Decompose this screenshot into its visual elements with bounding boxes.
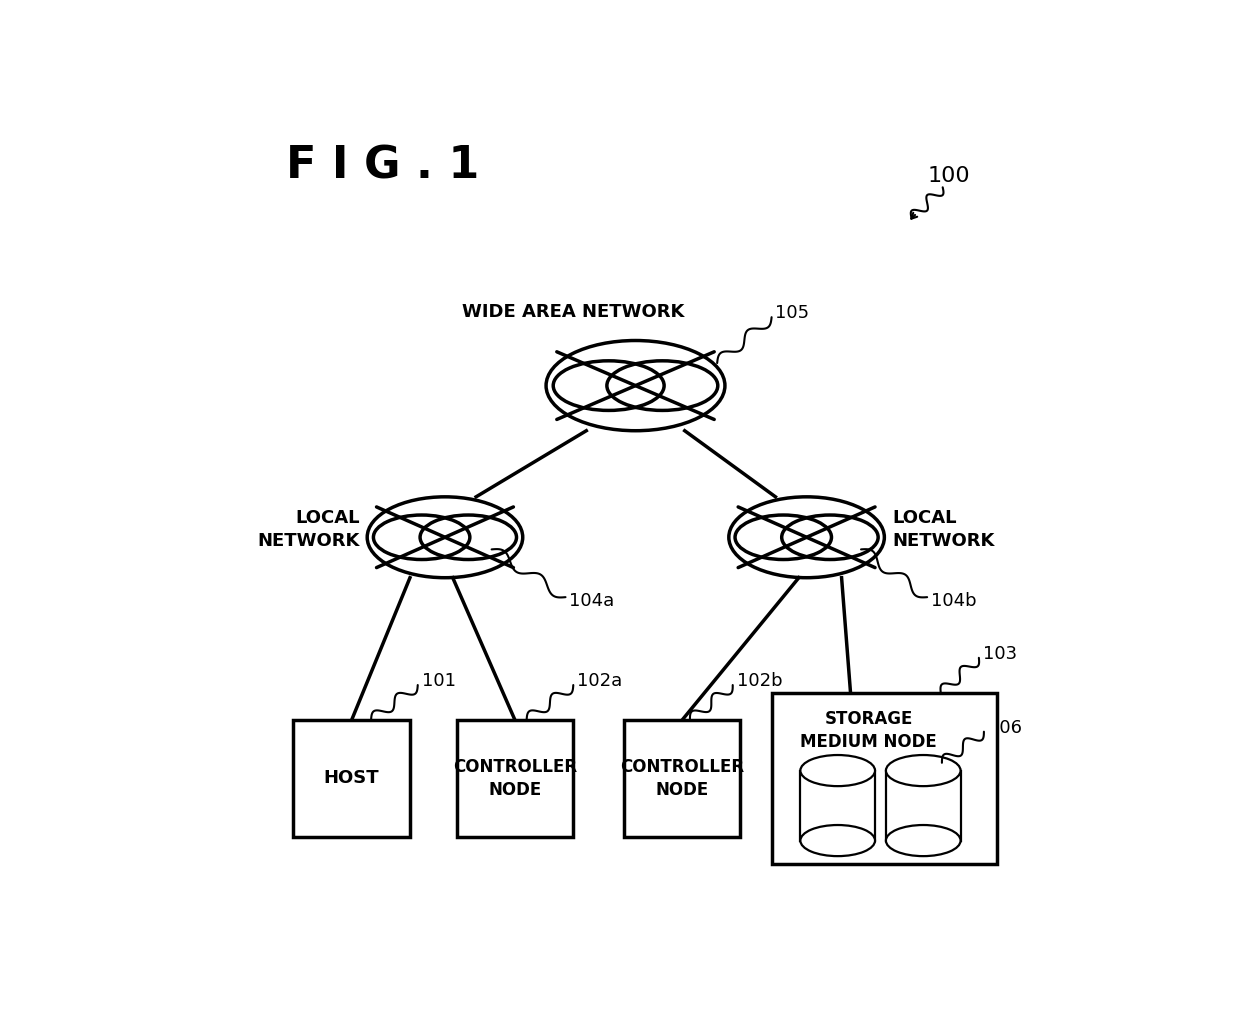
Ellipse shape xyxy=(800,755,875,786)
Text: 105: 105 xyxy=(775,304,810,322)
Ellipse shape xyxy=(800,825,875,856)
Text: CONTROLLER
NODE: CONTROLLER NODE xyxy=(453,758,577,799)
Bar xyxy=(885,771,961,840)
Text: STORAGE
MEDIUM NODE: STORAGE MEDIUM NODE xyxy=(801,710,937,751)
Bar xyxy=(294,720,410,836)
Text: WIDE AREA NETWORK: WIDE AREA NETWORK xyxy=(463,303,684,321)
Text: CONTROLLER
NODE: CONTROLLER NODE xyxy=(620,758,744,799)
Text: 104a: 104a xyxy=(569,592,615,610)
Text: LOCAL
NETWORK: LOCAL NETWORK xyxy=(892,509,994,550)
Text: LOCAL
NETWORK: LOCAL NETWORK xyxy=(257,509,360,550)
Text: 103: 103 xyxy=(983,645,1017,663)
Text: F I G . 1: F I G . 1 xyxy=(285,144,479,188)
Text: 106: 106 xyxy=(988,719,1022,737)
Ellipse shape xyxy=(885,755,961,786)
Bar xyxy=(624,720,740,836)
Text: 104b: 104b xyxy=(931,592,977,610)
Text: 102a: 102a xyxy=(577,672,622,690)
Bar xyxy=(456,720,573,836)
Text: 100: 100 xyxy=(928,166,970,186)
Text: HOST: HOST xyxy=(324,770,379,788)
Text: 102b: 102b xyxy=(737,672,782,690)
Text: 101: 101 xyxy=(422,672,455,690)
Bar xyxy=(800,771,875,840)
Ellipse shape xyxy=(885,825,961,856)
Bar xyxy=(771,693,997,864)
